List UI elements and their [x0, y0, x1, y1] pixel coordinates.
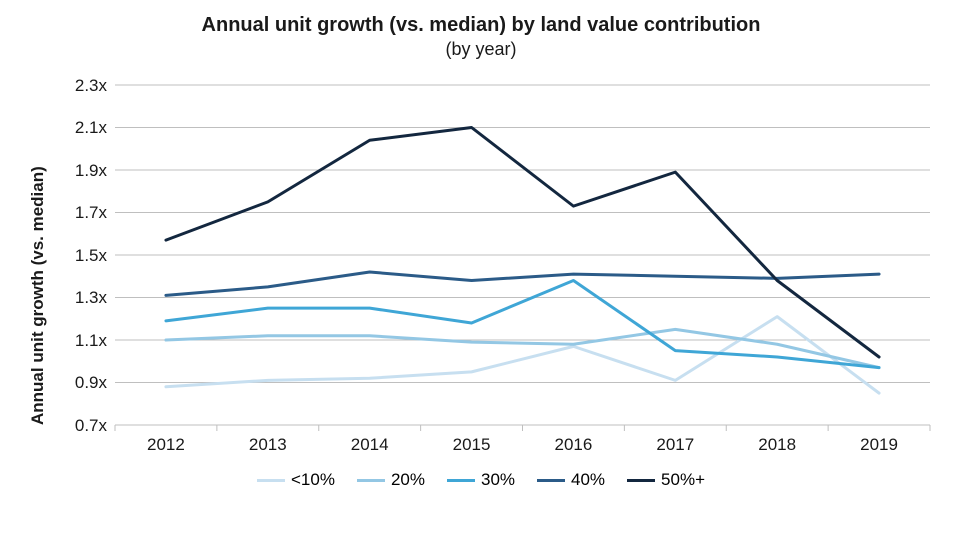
x-tick-label: 2016 [543, 435, 603, 455]
y-tick-label: 0.7x [75, 416, 107, 436]
legend-item: <10% [257, 470, 335, 490]
legend: <10% 20% 30% 40% 50%+ [0, 470, 962, 490]
x-tick-label: 2017 [645, 435, 705, 455]
y-tick-label: 1.1x [75, 331, 107, 351]
series-line [166, 281, 879, 368]
x-tick-label: 2013 [238, 435, 298, 455]
y-tick-label: 1.7x [75, 203, 107, 223]
series-line [166, 329, 879, 367]
x-tick-label: 2015 [442, 435, 502, 455]
x-tick-label: 2019 [849, 435, 909, 455]
y-axis-title: Annual unit growth (vs. median) [28, 166, 48, 425]
legend-swatch [257, 479, 285, 482]
x-tick-label: 2014 [340, 435, 400, 455]
legend-item: 20% [357, 470, 425, 490]
y-tick-label: 0.9x [75, 373, 107, 393]
legend-item: 30% [447, 470, 515, 490]
legend-swatch [627, 479, 655, 482]
y-tick-label: 2.1x [75, 118, 107, 138]
chart-subtitle: (by year) [0, 39, 962, 60]
legend-swatch [357, 479, 385, 482]
series-line [166, 317, 879, 394]
plot-area [115, 85, 930, 425]
series-line [166, 128, 879, 358]
y-tick-label: 1.3x [75, 288, 107, 308]
legend-label: 40% [571, 470, 605, 490]
series-lines [166, 128, 879, 394]
legend-swatch [447, 479, 475, 482]
legend-label: 20% [391, 470, 425, 490]
y-tick-label: 1.9x [75, 161, 107, 181]
legend-label: 30% [481, 470, 515, 490]
legend-swatch [537, 479, 565, 482]
chart-svg [115, 85, 930, 425]
axes [115, 425, 930, 431]
chart-title: Annual unit growth (vs. median) by land … [0, 14, 962, 37]
gridlines [115, 85, 930, 425]
legend-label: <10% [291, 470, 335, 490]
chart-titles: Annual unit growth (vs. median) by land … [0, 0, 962, 60]
legend-item: 50%+ [627, 470, 705, 490]
y-tick-label: 2.3x [75, 76, 107, 96]
legend-item: 40% [537, 470, 605, 490]
x-tick-label: 2012 [136, 435, 196, 455]
y-tick-label: 1.5x [75, 246, 107, 266]
x-tick-label: 2018 [747, 435, 807, 455]
chart-container: Annual unit growth (vs. median) by land … [0, 0, 962, 533]
legend-label: 50%+ [661, 470, 705, 490]
